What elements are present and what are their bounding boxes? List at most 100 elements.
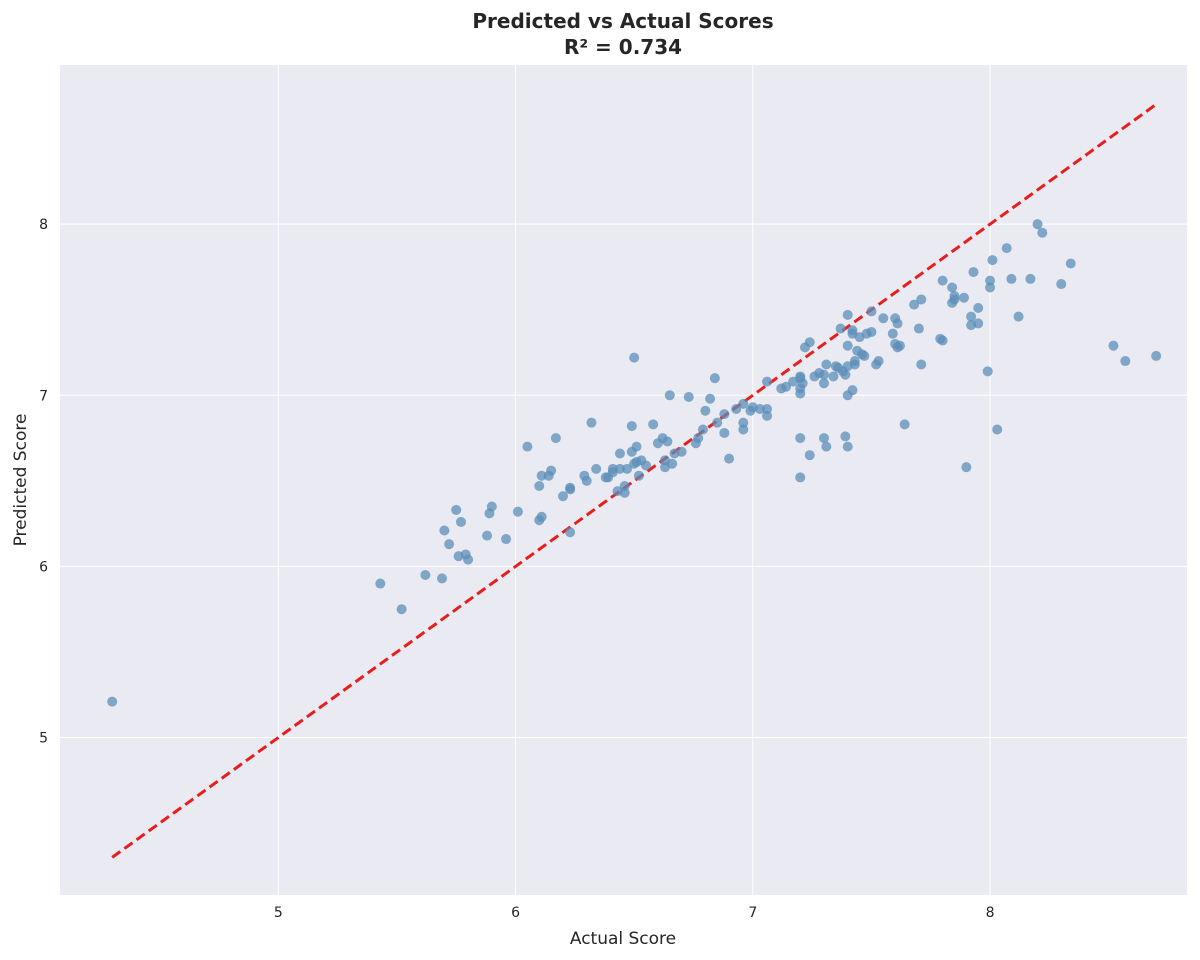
data-point xyxy=(667,458,678,469)
data-point xyxy=(1006,273,1017,284)
data-point xyxy=(463,554,474,565)
data-point xyxy=(916,359,927,370)
y-tick-label: 5 xyxy=(39,731,48,747)
data-point xyxy=(913,323,924,334)
data-point xyxy=(420,569,431,580)
data-point xyxy=(873,356,884,367)
data-point xyxy=(818,433,829,444)
data-point xyxy=(842,441,853,452)
data-point xyxy=(781,381,792,392)
data-point xyxy=(828,371,839,382)
data-point xyxy=(1037,227,1048,238)
data-point xyxy=(662,436,673,447)
data-point xyxy=(738,424,749,435)
data-point xyxy=(985,282,996,293)
data-point xyxy=(534,480,545,491)
data-point xyxy=(375,578,386,589)
data-point xyxy=(719,409,730,420)
reference-line-group xyxy=(111,103,1158,859)
data-point xyxy=(738,417,749,428)
data-point xyxy=(982,366,993,377)
data-point xyxy=(712,417,723,428)
data-point xyxy=(1001,243,1012,254)
data-point xyxy=(992,424,1003,435)
data-point xyxy=(866,306,877,317)
data-point xyxy=(626,421,637,432)
data-point xyxy=(1025,273,1036,284)
data-point xyxy=(973,318,984,329)
data-point xyxy=(847,325,858,336)
data-point xyxy=(631,441,642,452)
data-point xyxy=(842,340,853,351)
data-point xyxy=(683,392,694,402)
data-point xyxy=(849,356,860,367)
data-point xyxy=(840,369,851,380)
data-point xyxy=(648,419,659,430)
data-point xyxy=(866,326,877,337)
data-point xyxy=(987,255,998,266)
data-point xyxy=(968,267,979,278)
data-point xyxy=(738,398,749,409)
data-point xyxy=(1056,279,1067,290)
data-point xyxy=(536,511,547,522)
data-point xyxy=(641,460,652,471)
data-point xyxy=(762,410,773,421)
y-tick-label: 6 xyxy=(39,559,48,575)
scatter-points xyxy=(107,219,1162,707)
data-point xyxy=(947,282,958,293)
data-point xyxy=(522,441,533,452)
data-point xyxy=(835,323,846,334)
data-point xyxy=(847,385,858,396)
data-point xyxy=(762,403,773,414)
data-point xyxy=(804,337,815,348)
data-point xyxy=(546,465,557,476)
data-point xyxy=(762,376,773,387)
data-point xyxy=(633,470,644,481)
data-point xyxy=(501,534,512,545)
data-point xyxy=(1151,350,1162,361)
data-point xyxy=(818,369,829,380)
data-point xyxy=(892,318,903,329)
data-point xyxy=(482,530,493,541)
x-tick-labels: 5 6 7 8 xyxy=(274,905,995,921)
data-point xyxy=(937,275,948,286)
data-point xyxy=(949,291,960,302)
data-point xyxy=(878,313,889,324)
data-point xyxy=(958,292,969,303)
data-point xyxy=(622,463,633,474)
data-point xyxy=(591,463,602,474)
y-tick-label: 7 xyxy=(39,388,48,404)
data-point xyxy=(795,388,806,399)
data-point xyxy=(887,328,898,339)
reference-line xyxy=(111,103,1158,859)
data-point xyxy=(973,303,984,314)
data-point xyxy=(821,441,832,452)
data-point xyxy=(985,275,996,286)
data-point xyxy=(1013,311,1024,322)
data-point xyxy=(916,294,927,305)
data-point xyxy=(795,433,806,444)
data-point xyxy=(1120,356,1131,367)
data-point xyxy=(693,433,704,444)
data-point xyxy=(818,378,829,389)
chart-subtitle: R² = 0.734 xyxy=(564,35,682,59)
data-point xyxy=(619,487,630,498)
y-tick-label: 8 xyxy=(39,217,48,233)
grid-lines xyxy=(60,65,1187,895)
data-point xyxy=(719,427,730,438)
data-point xyxy=(565,527,576,538)
data-point xyxy=(664,390,675,401)
data-point xyxy=(439,525,450,536)
data-point xyxy=(614,463,625,474)
data-point xyxy=(1065,258,1076,269)
x-tick-label: 8 xyxy=(986,905,995,921)
data-point xyxy=(797,378,808,389)
data-point xyxy=(614,448,625,459)
data-point xyxy=(804,450,815,461)
data-point xyxy=(731,403,742,414)
data-point xyxy=(795,472,806,483)
data-point xyxy=(607,463,618,474)
data-point xyxy=(859,350,870,361)
data-point xyxy=(581,475,592,486)
